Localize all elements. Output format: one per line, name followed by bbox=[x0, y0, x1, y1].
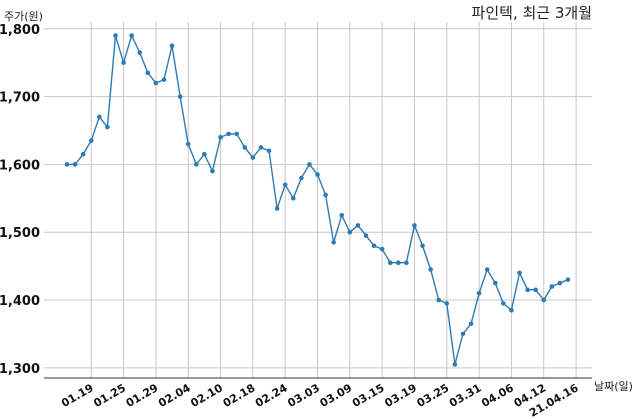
data-point bbox=[169, 43, 175, 49]
x-tick-label: 03.15 bbox=[350, 381, 387, 410]
data-point bbox=[460, 331, 466, 337]
data-point bbox=[371, 243, 377, 249]
y-tick-label: 1,700 bbox=[0, 91, 40, 106]
data-point bbox=[210, 168, 215, 174]
data-point bbox=[80, 151, 86, 157]
data-point bbox=[501, 301, 506, 306]
grid bbox=[44, 22, 592, 378]
data-point bbox=[250, 155, 256, 160]
y-tick-label: 1,300 bbox=[0, 362, 40, 377]
data-point bbox=[202, 151, 207, 157]
data-point bbox=[290, 196, 296, 201]
data-point bbox=[145, 70, 151, 76]
y-tick-label: 1,600 bbox=[0, 158, 40, 173]
y-axis-label: 주가(원) bbox=[4, 10, 43, 23]
data-point bbox=[266, 148, 272, 154]
x-tick-label: 01.29 bbox=[124, 381, 161, 410]
data-point bbox=[153, 80, 159, 86]
series-layer bbox=[64, 33, 571, 367]
data-point bbox=[533, 287, 538, 293]
x-tick-label: 01.19 bbox=[59, 381, 96, 410]
data-point bbox=[274, 206, 280, 211]
x-tick-label: 03.09 bbox=[318, 381, 355, 410]
data-point bbox=[193, 162, 199, 167]
x-tick-label: 02.24 bbox=[253, 381, 290, 410]
data-point bbox=[541, 297, 547, 303]
data-point bbox=[565, 277, 571, 282]
data-point bbox=[355, 223, 361, 228]
x-tick-label: 02.10 bbox=[188, 381, 225, 410]
y-tick-label: 1,500 bbox=[0, 226, 40, 241]
y-tick-label: 1,400 bbox=[0, 294, 40, 309]
data-point bbox=[525, 287, 530, 293]
data-point bbox=[476, 290, 482, 296]
data-point bbox=[97, 114, 102, 120]
x-tick-label: 04.06 bbox=[479, 381, 516, 410]
data-point bbox=[121, 60, 126, 65]
data-point bbox=[226, 131, 231, 137]
x-tick-label: 03.19 bbox=[382, 381, 419, 410]
data-point bbox=[72, 162, 78, 167]
data-point bbox=[444, 301, 450, 306]
data-point bbox=[339, 212, 345, 218]
data-point bbox=[218, 134, 223, 140]
data-point bbox=[234, 131, 239, 137]
data-point bbox=[258, 145, 264, 150]
data-point bbox=[428, 267, 433, 272]
data-point bbox=[468, 321, 474, 327]
data-point bbox=[509, 307, 514, 313]
data-point bbox=[436, 297, 442, 303]
data-point bbox=[177, 94, 183, 99]
data-point bbox=[484, 267, 490, 272]
data-point bbox=[105, 124, 110, 130]
y-tick-labels: 1,300 1,400 1,500 1,600 1,700 1,800 bbox=[0, 23, 40, 377]
data-point bbox=[299, 175, 304, 181]
data-point bbox=[315, 172, 320, 177]
data-point bbox=[282, 182, 288, 188]
x-tick-label: 03.25 bbox=[415, 381, 452, 410]
x-tick-label: 02.04 bbox=[156, 381, 193, 410]
data-point bbox=[387, 260, 393, 266]
x-axis-label: 날짜(일) bbox=[594, 379, 633, 393]
data-point bbox=[557, 280, 563, 286]
data-point bbox=[517, 270, 522, 276]
data-point bbox=[420, 243, 425, 249]
data-point bbox=[161, 77, 167, 82]
x-tick-label: 03.03 bbox=[285, 381, 322, 410]
data-point bbox=[452, 362, 458, 367]
data-point bbox=[331, 240, 336, 245]
data-point bbox=[549, 284, 555, 289]
data-point bbox=[64, 162, 70, 167]
data-point bbox=[307, 162, 312, 167]
data-point bbox=[113, 33, 118, 38]
x-tick-labels: 01.1901.2501.2902.0402.1002.1802.2403.03… bbox=[59, 381, 581, 419]
data-point bbox=[185, 141, 191, 147]
data-point bbox=[323, 192, 328, 198]
x-tick-label: 02.18 bbox=[221, 381, 258, 410]
data-point bbox=[396, 260, 401, 266]
data-point bbox=[242, 145, 248, 150]
data-point bbox=[88, 138, 94, 143]
data-point bbox=[404, 260, 409, 266]
y-tick-label: 1,800 bbox=[0, 23, 40, 38]
data-point bbox=[129, 33, 134, 38]
data-point bbox=[347, 229, 353, 235]
data-point bbox=[137, 50, 143, 55]
data-point bbox=[379, 246, 385, 252]
x-tick-label: 01.25 bbox=[91, 381, 128, 410]
x-tick-label: 03.31 bbox=[447, 381, 484, 410]
data-point bbox=[412, 223, 417, 228]
data-point bbox=[492, 280, 498, 286]
data-point bbox=[363, 233, 369, 238]
chart-title: 파인텍, 최근 3개월 bbox=[472, 4, 592, 22]
